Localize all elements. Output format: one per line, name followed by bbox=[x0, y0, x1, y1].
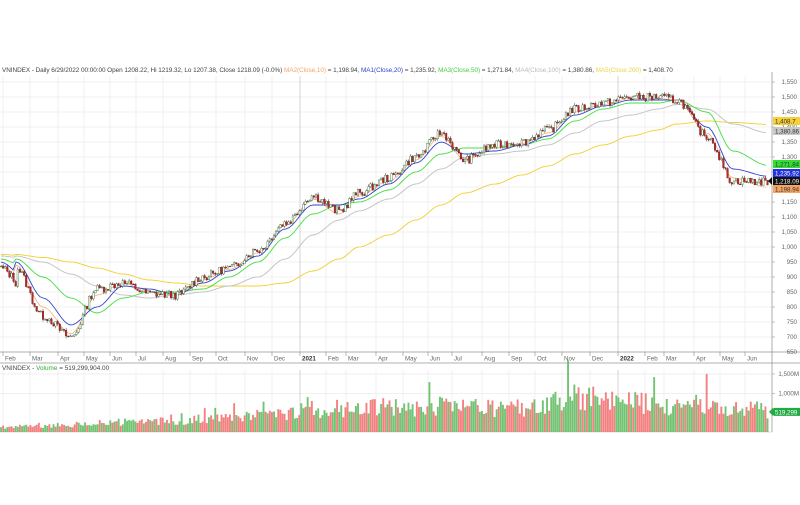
svg-text:1,000: 1,000 bbox=[782, 244, 798, 251]
svg-text:Sep: Sep bbox=[192, 356, 204, 363]
svg-text:700: 700 bbox=[787, 334, 798, 341]
svg-text:1,450: 1,450 bbox=[782, 109, 798, 116]
svg-text:750: 750 bbox=[787, 319, 798, 326]
svg-text:Dec: Dec bbox=[274, 356, 285, 363]
svg-text:Jul: Jul bbox=[454, 356, 462, 363]
svg-text:Oct: Oct bbox=[218, 356, 228, 363]
svg-text:May: May bbox=[722, 356, 735, 363]
svg-text:519,299: 519,299 bbox=[775, 409, 798, 416]
legend-ma2-label: MA2(Close,10) bbox=[283, 67, 326, 74]
svg-text:Apr: Apr bbox=[60, 356, 70, 363]
svg-text:1,500: 1,500 bbox=[782, 94, 798, 101]
svg-text:Apr: Apr bbox=[378, 356, 388, 363]
svg-text:Nov: Nov bbox=[564, 356, 576, 363]
ma3-line bbox=[0, 99, 767, 314]
volume-panel-label: VNINDEX - Volume = 519,299,904.00 bbox=[2, 365, 109, 372]
svg-text:Dec: Dec bbox=[592, 356, 603, 363]
svg-text:Aug: Aug bbox=[484, 356, 496, 363]
tag-ma5: 1,408.7 bbox=[773, 117, 800, 125]
svg-text:Jun: Jun bbox=[430, 356, 441, 363]
legend-ma1-label: MA1(Close,20) bbox=[361, 67, 403, 74]
svg-text:May: May bbox=[405, 356, 418, 363]
ma2-line bbox=[0, 98, 767, 335]
price-value-tags: 1,408.71,380.861,271.841,235.921,218.091… bbox=[768, 117, 800, 193]
tag-close: 1,218.09 bbox=[768, 177, 800, 185]
svg-text:1,050: 1,050 bbox=[782, 229, 798, 236]
volume-prefix: VNINDEX - bbox=[2, 365, 37, 372]
svg-text:Mar: Mar bbox=[666, 356, 677, 363]
svg-text:1,300: 1,300 bbox=[782, 154, 798, 161]
volume-bars bbox=[0, 360, 769, 432]
svg-text:1,550: 1,550 bbox=[782, 79, 798, 86]
svg-text:Mar: Mar bbox=[32, 356, 43, 363]
svg-text:1,150: 1,150 bbox=[782, 199, 798, 206]
svg-text:1,100: 1,100 bbox=[782, 214, 798, 221]
volume-value-tag: 519,299 bbox=[769, 407, 800, 416]
tag-ma3: 1,271.84 bbox=[773, 160, 800, 168]
legend-ma5-label: MA5(Close,200) bbox=[595, 67, 642, 74]
tag-ma1: 1,235.92 bbox=[773, 169, 800, 177]
ma1-line bbox=[0, 99, 767, 326]
svg-text:Jun: Jun bbox=[747, 356, 758, 363]
svg-text:Jun: Jun bbox=[112, 356, 123, 363]
legend-ma4-label: MA4(Close,100) bbox=[515, 67, 561, 74]
svg-text:Apr: Apr bbox=[696, 356, 706, 363]
svg-text:800: 800 bbox=[787, 304, 798, 311]
svg-text:1,235.92: 1,235.92 bbox=[775, 170, 800, 177]
ma4-line bbox=[0, 104, 767, 299]
svg-text:1,218.09: 1,218.09 bbox=[775, 178, 800, 185]
svg-text:2021: 2021 bbox=[302, 356, 316, 363]
svg-text:Feb: Feb bbox=[328, 356, 339, 363]
tag-ma2: 1,198.94 bbox=[773, 185, 800, 193]
svg-text:Aug: Aug bbox=[165, 356, 177, 363]
moving-average-lines bbox=[0, 98, 767, 335]
volume-value: = 519,299,904.00 bbox=[57, 365, 110, 372]
volume-label: Volume bbox=[36, 365, 58, 372]
tag-ma4: 1,380.86 bbox=[773, 127, 800, 135]
legend-ma5-value: = 1,408.70 bbox=[641, 67, 673, 74]
svg-text:Feb: Feb bbox=[647, 356, 658, 363]
svg-text:Jul: Jul bbox=[138, 356, 146, 363]
candlesticks bbox=[0, 91, 769, 339]
legend-ma3-value: = 1,271.84, bbox=[480, 67, 516, 74]
svg-text:Mar: Mar bbox=[348, 356, 359, 363]
svg-text:950: 950 bbox=[787, 259, 798, 266]
legend-ma3-label: MA3(Close,50) bbox=[438, 67, 481, 74]
svg-text:2022: 2022 bbox=[620, 356, 634, 363]
volume-axis-labels: 1,500M 1,000M bbox=[772, 371, 799, 397]
svg-text:1,198.94: 1,198.94 bbox=[775, 186, 800, 193]
svg-text:1,380.86: 1,380.86 bbox=[775, 128, 800, 135]
svg-text:May: May bbox=[86, 356, 99, 363]
time-axis-labels: Feb Mar Apr May Jun Jul Aug Sep Oct Nov Dec 2021 Feb… bbox=[2, 352, 758, 363]
svg-text:650: 650 bbox=[787, 349, 798, 356]
svg-text:1,350: 1,350 bbox=[782, 139, 798, 146]
svg-text:1,000M: 1,000M bbox=[778, 390, 799, 397]
svg-text:Feb: Feb bbox=[5, 356, 16, 363]
legend-ma4-value: = 1,380.86, bbox=[560, 67, 596, 74]
svg-text:1,408.7: 1,408.7 bbox=[775, 118, 796, 125]
legend-ma2-value: = 1,198.94, bbox=[325, 67, 362, 74]
ma5-line bbox=[0, 120, 767, 287]
grid bbox=[0, 76, 772, 432]
svg-text:850: 850 bbox=[787, 289, 798, 296]
chart-header-legend: VNINDEX - Daily 6/29/2022 00:00:00 Open … bbox=[2, 67, 673, 74]
svg-text:Nov: Nov bbox=[247, 356, 259, 363]
svg-text:Sep: Sep bbox=[511, 356, 523, 363]
axes bbox=[0, 72, 800, 433]
price-summary: VNINDEX - Daily 6/29/2022 00:00:00 Open … bbox=[2, 67, 283, 74]
svg-text:900: 900 bbox=[787, 274, 798, 281]
svg-text:Oct: Oct bbox=[537, 356, 547, 363]
svg-text:1,500M: 1,500M bbox=[778, 371, 799, 378]
legend-ma1-value: = 1,235.92, bbox=[403, 67, 439, 74]
svg-text:1,271.84: 1,271.84 bbox=[775, 161, 800, 168]
